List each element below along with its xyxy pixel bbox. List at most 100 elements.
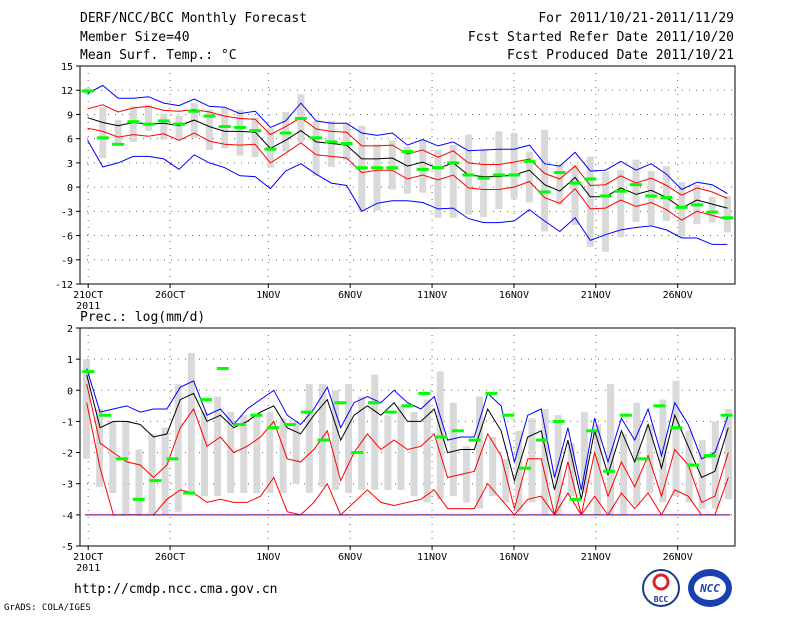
median-mark [418,391,431,395]
spread-box [602,171,610,252]
spread-box [331,390,339,490]
median-mark [233,423,246,427]
median-mark [371,166,384,170]
series-inner [86,383,729,516]
spread-box [266,412,274,494]
median-mark [188,109,201,113]
y-tick-label: 3 [67,159,73,170]
spread-box [404,146,411,194]
spread-box [510,133,518,200]
spread-box [83,359,91,459]
median-mark [325,140,338,144]
spread-box [388,140,396,190]
x-tick-label: 21NOV [581,290,611,301]
spread-box [633,402,641,506]
median-mark [629,183,642,187]
series-lower-outer [86,402,729,516]
spread-box [434,149,442,218]
y-tick-label: -6 [61,232,73,243]
precipitation-chart: -5 -4 -3 -2 -1 0 1 2 21OCT 26OCT 1NOV 6NOV 11NOV 16NO… [61,324,736,574]
median-mark [584,177,597,181]
spread-box [708,196,716,223]
x-tick-label: 16NOV [499,290,529,301]
year-label: 2011 [76,301,100,312]
spread-box [99,107,107,159]
x-tick-label: 26NOV [663,552,693,563]
spread-box [145,104,153,131]
median-mark [386,166,399,170]
median-mark [519,466,532,470]
spread-box [607,384,615,515]
median-mark [603,469,616,473]
spread-box [476,396,484,509]
variable-label: Mean Surf. Temp.: °C [80,48,237,63]
spread-box [617,170,625,238]
spread-box [174,384,182,512]
x-tick-label: 26OCT [155,290,185,301]
spread-box [251,117,259,158]
series-upper-inner [87,104,728,199]
forecast-period: For 2011/10/21-2011/11/29 [538,11,734,26]
x-tick-label: 21OCT [73,290,103,301]
y-tick-label: -5 [61,542,73,553]
temperature-chart: -12 -9 -6 -3 0 3 6 9 12 15 21OCT 26OCT 1NOV 6NOV 11NOV… [55,62,736,312]
spread-box [384,415,392,490]
median-mark [435,435,448,439]
spread-box [305,384,313,494]
median-mark [249,129,262,133]
x-tick-label: 26NOV [663,290,693,301]
median-mark [294,116,307,120]
median-mark [264,147,277,151]
median-mark [447,161,460,165]
spread-box [129,106,137,142]
median-mark [149,479,162,483]
spread-box [187,352,195,494]
spread-box [528,418,536,503]
median-mark [502,413,515,417]
median-mark [279,131,292,135]
median-mark [431,166,444,170]
x-tick-label: 16NOV [499,552,529,563]
spread-box [571,164,579,226]
median-mark [81,89,94,93]
spread-box [240,415,248,494]
spread-box [567,443,575,497]
x-tick-label: 11NOV [417,290,447,301]
x-tick-label: 1NOV [256,290,280,301]
median-mark [599,194,612,198]
median-mark [233,125,246,129]
median-mark [112,142,125,146]
median-mark [477,176,490,180]
series-upper-outer [86,368,729,491]
median-mark [462,173,475,177]
footer-url[interactable]: http://cmdp.ncc.cma.gov.cn [74,582,278,597]
median-mark [508,173,521,177]
spread-box [160,113,168,140]
median-mark [267,426,280,430]
spread-box [175,116,183,140]
precip-chart-title: Prec.: log(mm/d) [80,310,206,325]
spread-box [200,412,208,497]
x-tick-label: 21NOV [581,552,611,563]
spread-box [109,421,117,494]
median-mark [127,120,140,124]
median-mark [569,497,582,501]
median-mark [675,205,688,209]
median-mark [310,136,323,140]
spread-box [593,424,601,515]
x-tick-label: 21OCT [73,552,103,563]
spread-box [345,384,353,494]
median-mark [706,210,719,214]
spread-box [423,399,431,503]
median-mark [401,150,414,154]
spread-box [96,408,104,487]
grads-credit: GrADS: COLA/IGES [4,603,91,613]
median-mark [687,463,700,467]
start-date: Fcst Started Refer Date 2011/10/20 [467,30,734,45]
spread-box [724,408,732,500]
median-mark [199,398,212,402]
spread-box [515,430,523,512]
member-size: Member Size=40 [80,30,190,45]
series-mean [87,117,728,209]
spread-box [292,421,300,484]
